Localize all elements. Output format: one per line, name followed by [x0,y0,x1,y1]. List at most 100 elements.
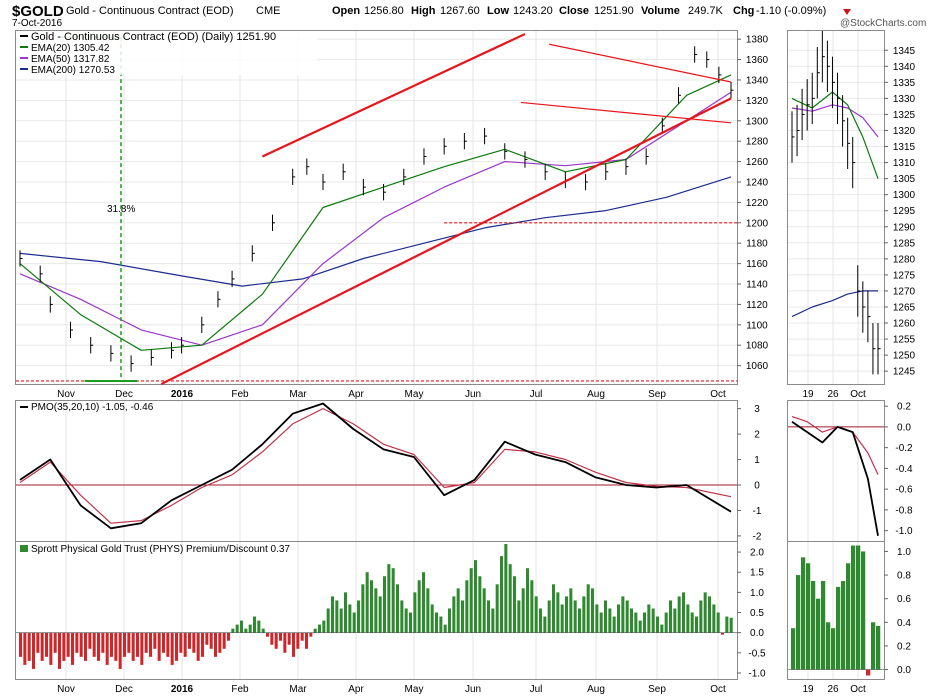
price-legend-bg [17,31,317,75]
phys-x-label: Apr [348,684,364,695]
phys-bar [569,588,573,633]
phys-bar [482,588,486,633]
price-axis-tick-label: 1280 [746,137,769,148]
price-x-label: Feb [231,389,249,400]
phys-bar [339,608,343,633]
price-x-label: 2016 [171,389,194,400]
zoom-price-axis-tick-label: 1300 [893,190,916,201]
phys-bar [23,632,27,665]
phys-bar [292,632,296,657]
phys-bar [465,580,469,633]
phys-bar [430,604,434,633]
zoom-price-axis-tick-label: 1270 [893,286,916,297]
phys-bar [708,596,712,633]
zoom-pmo-axis-tick-label: -0.2 [895,443,913,454]
phys-bar [374,588,378,633]
zoom-phys-bar [801,557,806,670]
zoom-phys-axis-tick-label: 0.2 [897,641,911,652]
zoom-phys-panel-frame [787,541,885,680]
phys-bar [660,624,664,633]
date-label: 7-Oct-2016 [12,18,62,29]
zoom-phys-bar [871,622,876,670]
phys-bar [118,632,122,669]
phys-bar [383,576,387,633]
ema200-line [19,176,732,287]
price-legend: Gold - Continuous Contract (EOD) (Daily)… [20,31,276,76]
phys-bar [582,596,586,633]
pmo-axis-tick-label: -1 [753,506,762,517]
zoom-phys-bar [816,598,821,670]
phys-bar [335,600,339,633]
price-axis-tick-label: 1120 [746,300,768,311]
zoom-price-panel-frame [787,30,885,385]
phys-bar [495,584,499,633]
zoom-phys-bar [831,628,836,670]
exchange-label: CME [256,5,280,17]
phys-bar [274,632,278,649]
phys-bar [322,620,326,633]
low-label: Low [487,5,509,17]
phys-bar [543,616,547,633]
price-axis-tick-label: 1340 [746,75,769,86]
phys-bar [192,632,196,653]
phys-bar [188,632,192,649]
zoom-price-axis-tick-label: 1250 [893,351,916,362]
phys-bar [162,632,166,653]
price-x-label: Aug [587,389,605,400]
zoom-price-axis-tick-label: 1340 [893,62,916,73]
price-x-label: Dec [115,389,133,400]
phys-bar [435,612,439,633]
phys-bar [513,576,517,633]
phys-x-label: Feb [231,684,249,695]
phys-bar [27,632,31,661]
phys-axis-tick-label: -0.5 [748,648,766,659]
phys-bar [140,632,144,665]
phys-bar [149,632,153,657]
phys-bar [179,632,183,653]
zoom-price-x-label: 26 [827,389,839,400]
zoom-phys-bar [806,563,811,670]
phys-bar [426,588,430,633]
phys-bar [84,632,88,661]
phys-bar [305,632,309,649]
phys-bar [62,632,66,661]
zoom-phys-axis-tick-label: 0.4 [897,618,911,629]
phys-panel-frame [15,541,738,680]
phys-bar [365,572,369,633]
phys-bar [699,600,703,633]
zoom-phys-bar [861,551,866,670]
legend-ema50: EMA(50) 1317.82 [31,54,110,65]
zoom-phys-bar [851,545,856,670]
phys-bar [530,580,534,633]
phys-bar [36,632,40,653]
legend-ema20: EMA(20) 1305.42 [31,43,110,54]
phys-bar [500,556,504,633]
phys-bar [526,568,530,633]
phys-bar [604,600,608,633]
phys-x-label: Nov [57,684,75,695]
phys-bar [556,592,560,633]
zoom-pmo-axis-tick-label: 0.0 [897,422,911,433]
zoom-phys-axis-tick-label: 0.8 [897,571,911,582]
price-x-label: Nov [57,389,75,400]
price-axis-tick-label: 1380 [746,35,769,46]
phys-bar [703,592,707,633]
phys-bar [296,632,300,649]
zoom-price-axis-tick-label: 1345 [893,46,916,57]
phys-bar [19,632,23,657]
price-x-label: Apr [348,389,364,400]
phys-bar [326,608,330,633]
phys-bar [75,632,79,653]
phys-bar [591,588,595,633]
phys-bar [630,608,634,633]
zoom-price-axis-tick-label: 1260 [893,319,916,330]
phys-bar [205,632,209,645]
zoom-price-axis-tick-label: 1330 [893,94,916,105]
phys-bar [49,632,53,665]
price-axis-tick-label: 1300 [746,116,769,127]
pmo-axis-tick-label: 2 [754,430,760,441]
phys-bar [521,588,525,633]
pmo-axis-tick-label: 0 [754,481,760,492]
phys-bar [352,612,356,633]
phys-bar [669,600,673,633]
